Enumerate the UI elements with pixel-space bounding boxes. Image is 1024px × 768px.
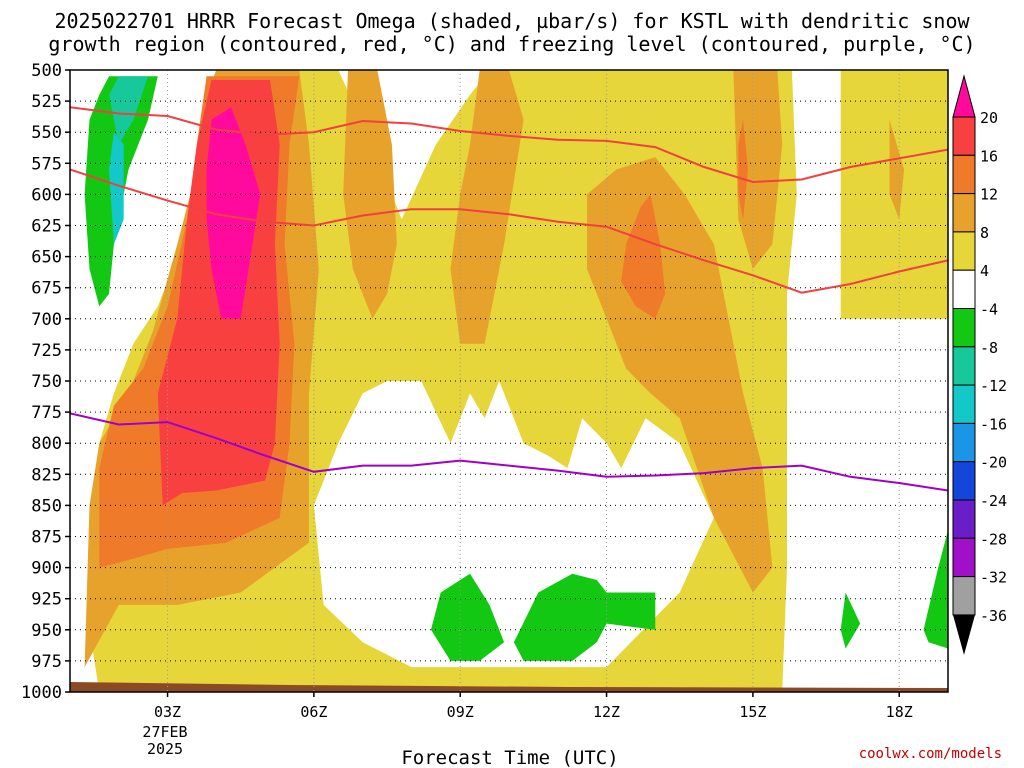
colorbar-tick-label-5: -4 [980,301,998,319]
colorbar-bin-3 [952,193,976,233]
colorbar-bin-7 [952,346,976,386]
chart-title-line-1: 2025022701 HRRR Forecast Omega (shaded, … [54,9,970,33]
y-tick-label-525: 525 [31,92,62,112]
y-tick-label-900: 900 [31,559,62,579]
omega-region-13 [206,107,261,319]
colorbar-tick-label-11: -28 [980,530,1007,548]
y-tick-label-650: 650 [31,248,62,268]
y-tick-label-825: 825 [31,465,62,485]
colorbar-bin-13 [952,576,976,616]
omega-region-19 [840,592,861,649]
y-axis: 500 525 550 575 600 625 650 675 700 725 750 775 800 8… [21,61,70,703]
site-credit: coolwx.com/models [858,746,1002,762]
x-date-label-year: 2025 [147,740,183,758]
y-tick-label-750: 750 [31,372,62,392]
x-axis-label: Forecast Time (UTC) [401,747,618,768]
omega-shading [84,70,948,692]
terrain-ground [70,682,948,692]
colorbar-bin-8 [952,384,976,424]
y-tick-label-550: 550 [31,123,62,143]
y-tick-label-925: 925 [31,590,62,610]
y-tick-label-850: 850 [31,496,62,516]
colorbar-bin-10 [952,461,976,501]
omega-region-10 [621,194,666,319]
x-tick-label-18: 18Z [886,703,913,721]
colorbar-bin-6 [952,308,976,348]
y-tick-label-800: 800 [31,434,62,454]
colorbar-tick-label-8: -16 [980,415,1007,433]
colorbar-bin-9 [952,422,976,463]
y-tick-label-700: 700 [31,310,62,330]
colorbar-tick-label-10: -24 [980,492,1007,510]
colorbar-bin-11 [952,499,976,539]
x-tick-label-12: 12Z [593,703,620,721]
x-tick-label-6: 06Z [300,703,327,721]
x-tick-label-9: 09Z [447,703,474,721]
colorbar-bin-12 [952,537,976,578]
colorbar-tick-label-1: 16 [980,147,998,165]
y-tick-label-1000: 1000 [21,683,62,703]
colorbar: 20 16 12 8 4 -4 -8 -12 -16 -20 -24 -28 -32 -36 [952,74,1007,655]
contour-line-1 [70,168,948,294]
colorbar-tick-label-2: 12 [980,186,998,204]
y-tick-label-625: 625 [31,217,62,237]
colorbar-tick-label-0: 20 [980,109,998,127]
contour-line-2 [70,412,948,492]
colorbar-bin-1 [952,116,976,156]
colorbar-tick-label-7: -12 [980,377,1007,395]
omega-region-17 [431,573,505,661]
colorbar-bin-0 [952,74,976,118]
x-tick-label-3: 03Z [154,703,181,721]
y-tick-label-975: 975 [31,652,62,672]
terrain [70,682,948,692]
omega-region-7 [733,70,783,269]
colorbar-tick-label-13: -36 [980,607,1007,625]
y-tick-label-875: 875 [31,528,62,548]
contour-line-0 [70,106,948,184]
colorbar-bin-2 [952,154,976,195]
y-tick-label-775: 775 [31,403,62,423]
omega-region-5 [450,70,524,344]
colorbar-bin-4 [952,231,976,271]
colorbar-tick-label-4: 4 [980,262,989,280]
colorbar-tick-label-6: -8 [980,339,998,357]
omega-region-16 [109,132,124,245]
y-tick-label-950: 950 [31,621,62,641]
colorbar-bin-5 [952,269,976,310]
colorbar-tick-label-9: -20 [980,454,1007,472]
y-tick-label-725: 725 [31,341,62,361]
x-date-label-day: 27FEB [142,723,187,741]
y-tick-label-600: 600 [31,185,62,205]
chart-title-line-2: growth region (contoured, red, °C) and f… [48,32,976,56]
y-tick-label-575: 575 [31,154,62,174]
y-tick-label-500: 500 [31,61,62,81]
colorbar-tail-arrow [953,614,975,655]
x-tick-label-15: 15Z [739,703,766,721]
omega-region-20 [923,530,948,649]
x-axis: 03Z 06Z 09Z 12Z 15Z 18Z [154,692,913,721]
omega-region-18 [513,573,656,661]
contour-lines [70,106,948,492]
colorbar-tick-label-3: 8 [980,224,989,242]
y-tick-label-675: 675 [31,279,62,299]
omega-region-15 [109,76,148,145]
colorbar-tick-label-12: -32 [980,569,1007,587]
